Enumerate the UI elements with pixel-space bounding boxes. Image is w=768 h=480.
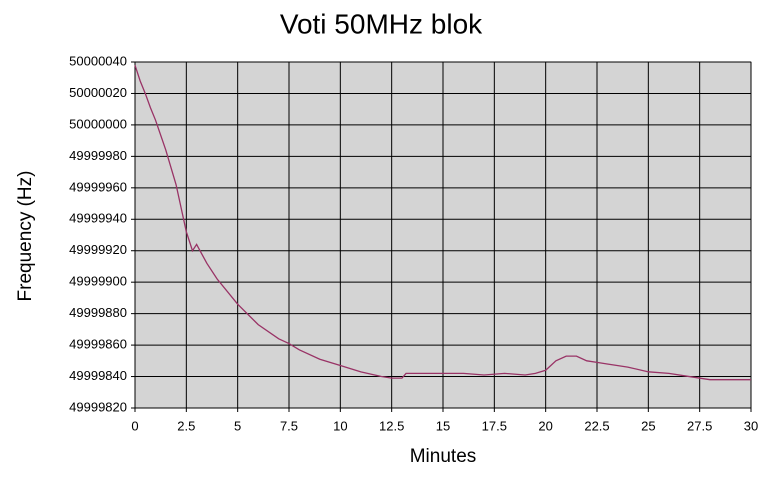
x-tick-label: 22.5: [584, 418, 609, 433]
x-tick-label: 7.5: [280, 418, 298, 433]
y-tick-label: 49999940: [69, 211, 127, 226]
y-axis-label: Frequency (Hz): [15, 171, 36, 302]
y-tick-label: 49999960: [69, 179, 127, 194]
x-tick-label: 25: [641, 418, 655, 433]
chart-title: Voti 50MHz blok: [280, 8, 483, 39]
y-tick-label: 50000040: [69, 53, 127, 68]
x-tick-label: 20: [538, 418, 552, 433]
x-tick-label: 0: [131, 418, 138, 433]
x-axis-label: Minutes: [410, 446, 477, 467]
y-tick-label: 50000000: [69, 116, 127, 131]
y-tick-label: 50000020: [69, 85, 127, 100]
x-tick-label: 10: [333, 418, 347, 433]
x-tick-label: 15: [436, 418, 450, 433]
x-tick-label: 2.5: [177, 418, 195, 433]
y-tick-label: 49999900: [69, 274, 127, 289]
x-tick-label: 5: [234, 418, 241, 433]
y-tick-label: 49999840: [69, 368, 127, 383]
x-tick-label: 12.5: [379, 418, 404, 433]
y-tick-label: 49999820: [69, 399, 127, 414]
y-tick-label: 49999980: [69, 148, 127, 163]
x-tick-label: 27.5: [687, 418, 712, 433]
x-tick-label: 30: [744, 418, 758, 433]
x-tick-label: 17.5: [482, 418, 507, 433]
y-tick-label: 49999860: [69, 337, 127, 352]
data-line: [134, 64, 751, 381]
y-tick-label: 49999880: [69, 305, 127, 320]
y-tick-label: 49999920: [69, 242, 127, 257]
